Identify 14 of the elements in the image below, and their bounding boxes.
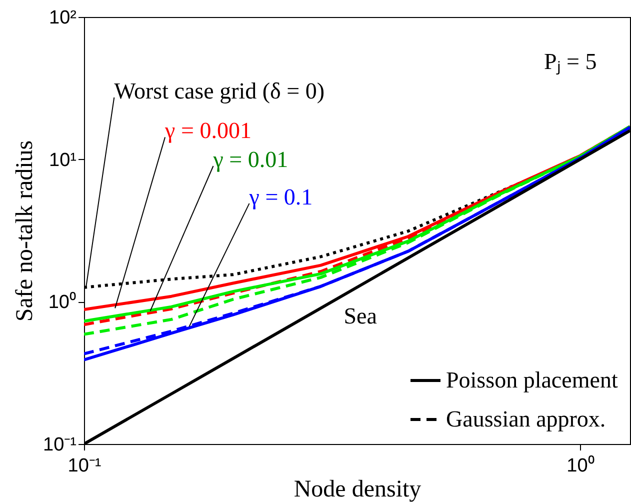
annotation: Pⱼ = 5 <box>544 49 597 75</box>
annotation: γ = 0.001 <box>164 118 252 144</box>
y-axis-title: Safe no-talk radius <box>12 140 38 322</box>
y-tick-label: 10¹ <box>49 150 76 171</box>
x-axis-title: Node density <box>294 476 422 502</box>
y-tick-label: 10⁰ <box>48 291 76 314</box>
annotation: Gaussian approx. <box>446 406 606 432</box>
annotation: γ = 0.01 <box>212 146 288 172</box>
annotation: Sea <box>344 303 377 328</box>
y-tick-label: 10² <box>49 8 76 28</box>
annotation: Poisson placement <box>446 368 618 392</box>
y-tick-label: 10⁻¹ <box>43 434 76 456</box>
annotation: Worst case grid (δ = 0) <box>114 78 325 104</box>
annotation: γ = 0.1 <box>248 184 313 210</box>
